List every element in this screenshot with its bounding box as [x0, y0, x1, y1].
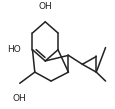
Text: OH: OH: [38, 2, 52, 11]
Text: OH: OH: [13, 95, 26, 103]
Text: HO: HO: [7, 45, 21, 54]
